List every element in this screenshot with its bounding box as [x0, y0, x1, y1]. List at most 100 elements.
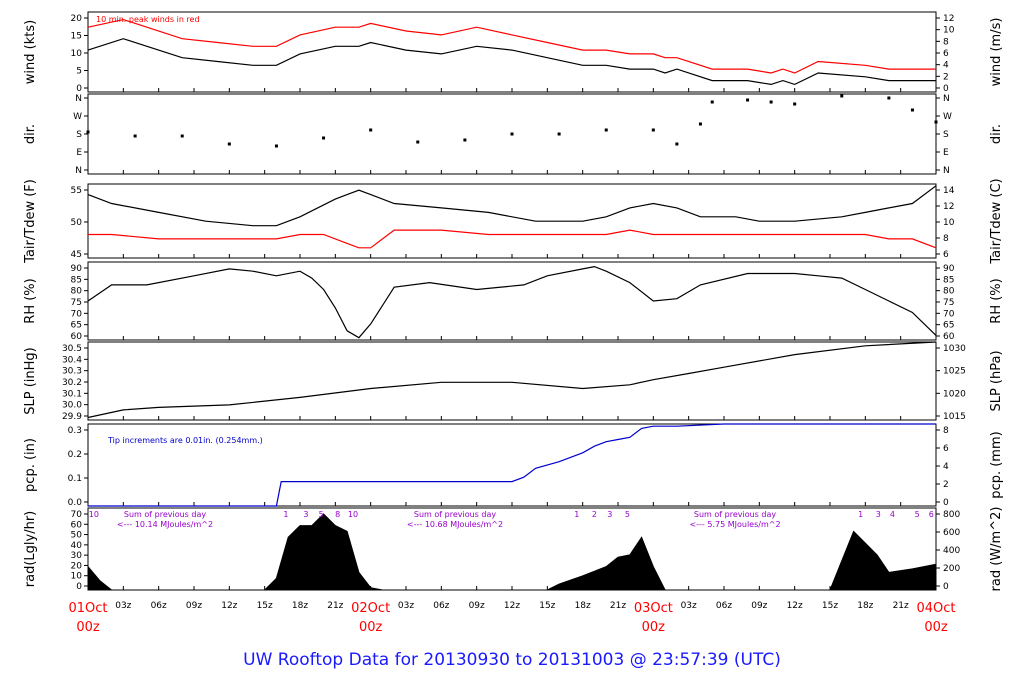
x-tick-label: 18z	[575, 601, 591, 611]
y-tick-label-right: 6	[943, 250, 949, 260]
y-tick-label-right: 90	[943, 264, 955, 274]
y-tick-label-right: 1020	[943, 389, 966, 399]
dir-point	[369, 128, 373, 132]
dir-point	[769, 100, 773, 104]
hour-marker: 3	[607, 510, 612, 519]
dir-point	[675, 142, 679, 146]
y-tick-label-left: 30.5	[62, 344, 82, 354]
hour-marker: 10	[89, 510, 99, 519]
dir-point	[322, 136, 326, 140]
x-tick-label: 06z	[716, 601, 732, 611]
hour-marker: 1	[574, 510, 579, 519]
series-line-wind	[87, 38, 936, 86]
y-tick-label-left: 15	[71, 32, 82, 42]
y-tick-label-right: 1025	[943, 367, 966, 377]
panel-rad: rad(Lgly/hr) rad (W/m^2)01020304050607002…	[23, 507, 1004, 592]
y-tick-label-right: 0	[943, 84, 949, 94]
y-axis-label-right: RH (%)	[989, 278, 1004, 323]
y-tick-label-right: 70	[943, 309, 955, 319]
y-axis-label-right: SLP (hPa)	[989, 350, 1004, 411]
x-tick-label: 15z	[257, 601, 273, 611]
dir-point	[557, 132, 561, 136]
dir-point	[463, 138, 467, 142]
panel-temp: Tair/Tdew (F) Tair/Tdew (C) 45 50 55 6 8 10 12 14	[23, 178, 1004, 264]
series-line-tdew	[88, 229, 937, 249]
y-tick-label-right: 800	[943, 510, 960, 520]
y-tick-label-left: 40	[71, 541, 83, 551]
x-tick-label: 18z	[292, 601, 308, 611]
panel-frame	[87, 507, 937, 591]
dir-point	[274, 144, 278, 148]
date-time-label: 00z	[359, 620, 383, 635]
panel-frame	[87, 261, 937, 341]
y-tick-label-left: 30	[71, 551, 83, 561]
chart-title: UW Rooftop Data for 20130930 to 20131003…	[243, 650, 781, 670]
x-tick-label: 15z	[822, 601, 838, 611]
y-tick-label-left: 85	[71, 275, 82, 285]
x-tick-label: 03z	[398, 601, 414, 611]
y-axis-label-right: pcp. (mm)	[989, 431, 1004, 498]
y-tick-label-right: 400	[943, 546, 960, 556]
dir-point	[604, 128, 608, 132]
day-sum-label: Sum of previous day	[414, 510, 496, 519]
y-tick-label-right: 4	[943, 61, 949, 71]
y-tick-label-right: 8	[943, 234, 949, 244]
wind-annotation: 10 min. peak winds in red	[96, 15, 200, 24]
y-tick-label-right: 1015	[943, 412, 966, 422]
pcp-annotation: Tip increments are 0.01in. (0.254mm.)	[107, 436, 263, 445]
y-tick-label-right: 10	[943, 26, 955, 36]
date-label: 04Oct	[916, 601, 955, 616]
y-tick-label-right: 6	[943, 444, 949, 454]
y-tick-label-left: 30.0	[62, 401, 82, 411]
y-tick-label-left: W	[73, 112, 82, 122]
x-tick-label: 09z	[751, 601, 767, 611]
y-tick-label-left: 0	[76, 582, 82, 592]
date-label: 02Oct	[351, 601, 390, 616]
x-tick-label: 09z	[186, 601, 202, 611]
x-tick-label: 21z	[893, 601, 909, 611]
y-tick-label-left: N	[75, 166, 82, 176]
x-tick-label: 21z	[610, 601, 626, 611]
y-tick-label-left: 5	[76, 67, 82, 77]
y-axis-label-left: pcp. (in)	[23, 438, 38, 492]
y-axis-label-left: RH (%)	[23, 278, 38, 323]
x-tick-label: 06z	[433, 601, 449, 611]
day-sum-label: Sum of previous day	[124, 510, 206, 519]
x-tick-label: 12z	[504, 601, 520, 611]
dir-point	[133, 134, 137, 138]
y-axis-label-right: rad (W/m^2)	[989, 507, 1004, 592]
y-tick-label-left: 30.4	[62, 355, 82, 365]
dir-point	[651, 128, 655, 132]
y-tick-label-left: 0.2	[68, 450, 82, 460]
dir-point	[510, 132, 514, 136]
y-tick-label-right: 12	[943, 14, 954, 24]
x-tick-label: 03z	[681, 601, 697, 611]
y-tick-label-left: 30.1	[62, 389, 82, 399]
y-axis-label-right: wind (m/s)	[989, 18, 1004, 87]
hour-marker: 3	[303, 510, 308, 519]
y-tick-label-right: E	[943, 148, 949, 158]
series-area-radiation	[87, 513, 937, 591]
x-tick-label: 12z	[787, 601, 803, 611]
dir-point	[227, 142, 231, 146]
hour-marker: 2	[592, 510, 597, 519]
x-tick-label: 21z	[327, 601, 343, 611]
y-tick-label-left: 0.0	[68, 498, 83, 508]
date-label: 01Oct	[68, 601, 107, 616]
dir-point	[86, 130, 90, 134]
panel-wind: wind (kts) wind (m/s)0510152002468101210 …	[23, 11, 1004, 94]
y-tick-label-right: 12	[943, 202, 954, 212]
y-tick-label-left: 75	[71, 298, 82, 308]
y-tick-label-left: 20	[71, 14, 83, 24]
y-tick-label-left: 30.2	[62, 378, 82, 388]
day-sum-value: <--- 10.14 MJoules/m^2	[117, 520, 213, 529]
y-tick-label-right: 14	[943, 186, 955, 196]
y-tick-label-right: 8	[943, 37, 949, 47]
day-sum-value: <--- 5.75 MJoules/m^2	[689, 520, 780, 529]
y-tick-label-right: 2	[943, 72, 949, 82]
y-tick-label-left: 60	[71, 520, 83, 530]
x-axis: 03z 06z 09z 12z 15z 18z 21z 03z 06z 09z 12z 15z 18z 2…	[68, 601, 955, 635]
y-tick-label-right: 6	[943, 49, 949, 59]
date-label: 03Oct	[634, 601, 673, 616]
